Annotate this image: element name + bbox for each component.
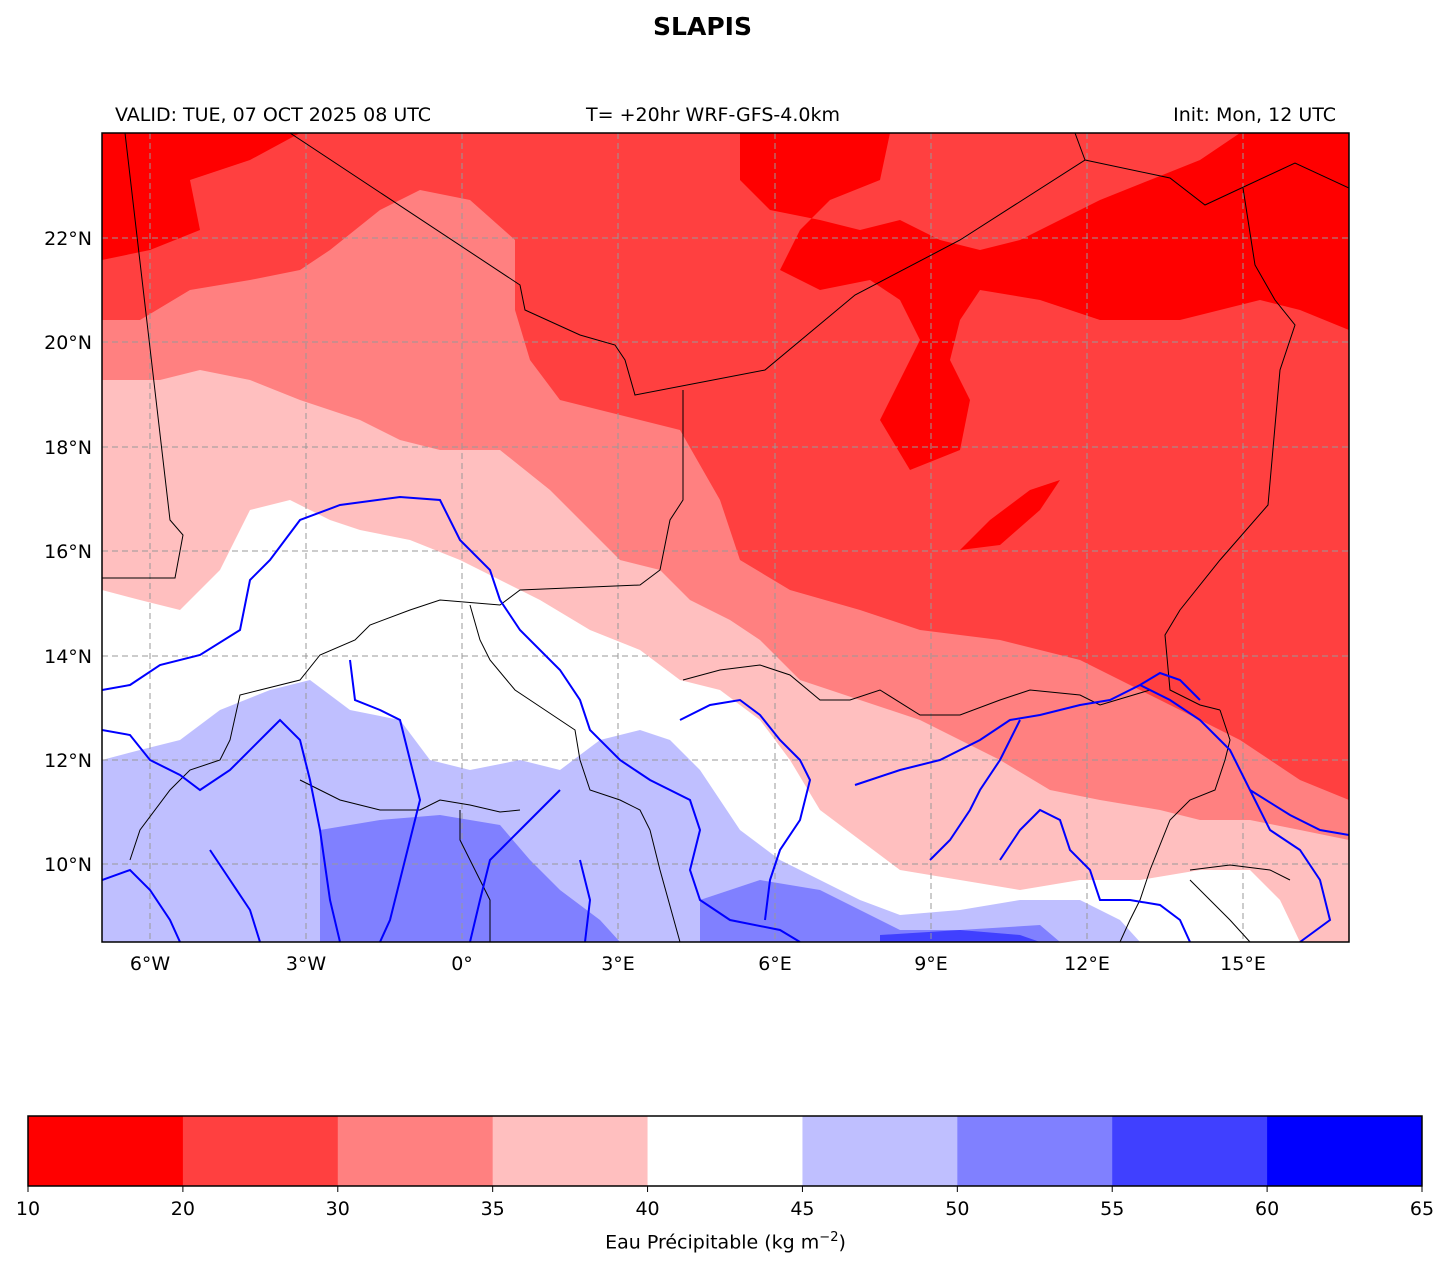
colorbar-tick-label: 10	[16, 1198, 40, 1220]
colorbar: 10 20 30 35 40 45 50 55 60 65	[16, 1115, 1434, 1220]
lat-tick-label: 22°N	[44, 228, 92, 250]
colorbar-swatch	[1267, 1116, 1423, 1186]
colorbar-frame	[27, 1115, 1423, 1187]
lon-tick-label: 15°E	[1220, 953, 1266, 975]
lat-tick-label: 10°N	[44, 854, 92, 876]
colorbar-tick-label: 65	[1410, 1198, 1434, 1220]
map-frame	[101, 132, 1350, 943]
colorbar-tick-label: 40	[635, 1198, 659, 1220]
precipitable-water-field	[102, 133, 1349, 942]
map-title: SLAPIS	[653, 12, 752, 41]
lon-tick-label: 0°	[451, 953, 473, 975]
colorbar-swatch	[28, 1116, 184, 1186]
colorbar-swatch	[337, 1116, 494, 1186]
colorbar-tick-label: 45	[790, 1198, 814, 1220]
lat-tick-label: 14°N	[44, 646, 92, 668]
lat-tick-label: 16°N	[44, 541, 92, 563]
rivers	[102, 495, 1349, 942]
lat-tick-labels: 10°N 12°N 14°N 16°N 18°N 20°N 22°N	[44, 228, 92, 876]
lat-tick-label: 12°N	[44, 750, 92, 772]
colorbar-swatch	[492, 1116, 649, 1186]
colorbar-swatch	[802, 1116, 958, 1186]
colorbar-swatch	[957, 1116, 1113, 1186]
lon-tick-label: 12°E	[1064, 953, 1110, 975]
lon-tick-label: 9°E	[914, 953, 948, 975]
map-gridlines	[102, 133, 1349, 942]
lon-tick-labels: 6°W 3°W 0° 3°E 6°E 9°E 12°E 15°E	[130, 953, 1266, 975]
lat-tick-label: 20°N	[44, 332, 92, 354]
colorbar-tick-label: 20	[171, 1198, 195, 1220]
colorbar-swatch	[182, 1116, 339, 1186]
colorbar-tick-label: 50	[945, 1198, 969, 1220]
lon-tick-label: 6°E	[758, 953, 792, 975]
colorbar-title: Eau Précipitable (kg m−2)	[605, 1230, 846, 1254]
lon-tick-label: 6°W	[130, 953, 171, 975]
lon-tick-label: 3°E	[601, 953, 635, 975]
colorbar-tick-label: 30	[326, 1198, 350, 1220]
country-borders	[102, 133, 1349, 942]
valid-time-label: VALID: TUE, 07 OCT 2025 08 UTC	[115, 104, 431, 126]
colorbar-swatch	[647, 1116, 803, 1186]
colorbar-tick-label: 35	[481, 1198, 505, 1220]
colorbar-swatch	[1112, 1116, 1268, 1186]
lat-tick-label: 18°N	[44, 437, 92, 459]
forecast-hour-label: T= +20hr WRF-GFS-4.0km	[586, 104, 840, 126]
colorbar-tick-label: 55	[1100, 1198, 1124, 1220]
colorbar-tick-label: 60	[1255, 1198, 1279, 1220]
init-time-label: Init: Mon, 12 UTC	[1173, 104, 1336, 126]
lon-tick-label: 3°W	[286, 953, 327, 975]
